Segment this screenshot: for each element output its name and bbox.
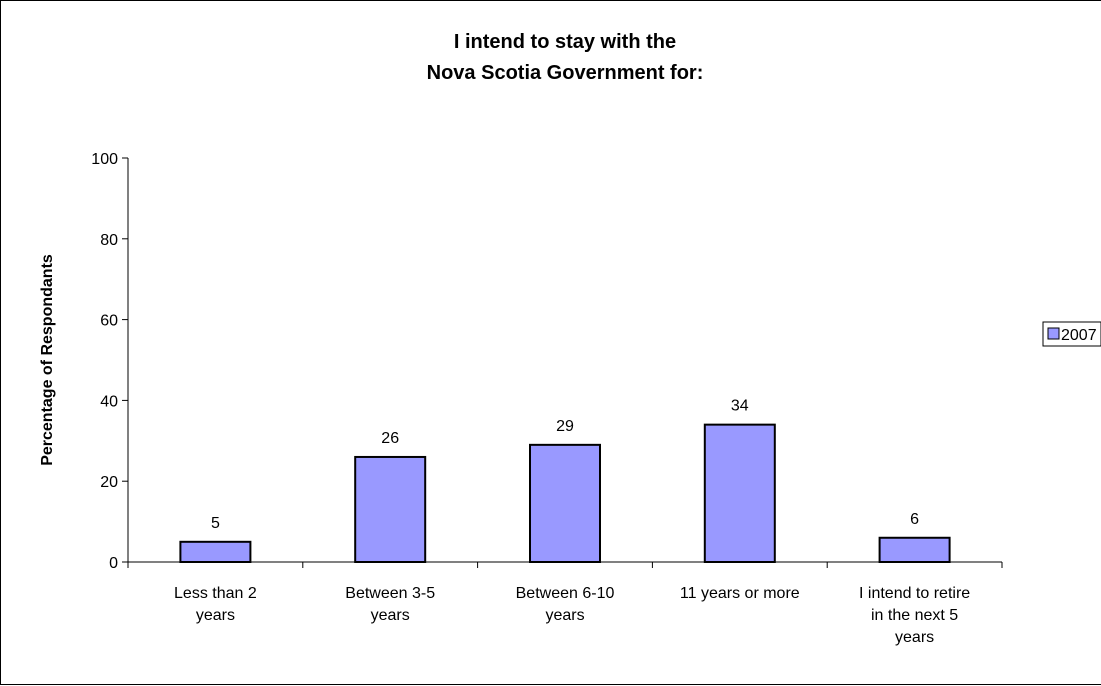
category-label: I intend to retire [859, 585, 970, 602]
category-label: Between 6-10 [516, 585, 615, 602]
legend: 2007 [1042, 321, 1101, 347]
bar [878, 536, 951, 564]
data-label: 26 [381, 430, 399, 447]
category-label: Between 3-5 [345, 585, 435, 602]
chart-title-line: Nova Scotia Government for: [427, 62, 704, 84]
bars [179, 423, 951, 564]
category-label: years [196, 607, 235, 624]
category-label: in the next 5 [871, 607, 958, 624]
y-axis-ticks: 0 20 40 60 80 100 [91, 151, 128, 572]
y-tick-label: 20 [100, 474, 118, 491]
bar [179, 540, 252, 563]
legend-label: 2007 [1061, 327, 1097, 344]
y-tick-label: 100 [91, 151, 118, 168]
data-labels: 5 26 29 34 6 [211, 398, 919, 532]
data-label: 29 [556, 418, 574, 435]
y-axis-title: Percentage of Respondants [39, 254, 56, 466]
data-label: 6 [910, 511, 919, 528]
y-tick-label: 60 [100, 313, 118, 330]
chart-title-line: I intend to stay with the [454, 31, 676, 53]
data-label: 5 [211, 515, 220, 532]
y-tick-label: 80 [100, 232, 118, 249]
data-label: 34 [731, 398, 749, 415]
category-label: years [895, 629, 934, 646]
category-label: Less than 2 [174, 585, 257, 602]
bar [703, 423, 776, 564]
category-labels: Less than 2 years Between 3-5 years Between … [174, 585, 970, 646]
category-label: 11 years or more [680, 585, 800, 602]
y-axis-title-group: Percentage of Respondants [39, 254, 56, 466]
chart-title: I intend to stay with the Nova Scotia Gov… [427, 31, 704, 84]
y-tick-label: 40 [100, 393, 118, 410]
legend-swatch [1047, 327, 1060, 340]
bar [529, 443, 601, 563]
y-tick-label: 0 [109, 555, 118, 572]
bar [354, 455, 427, 563]
category-label: years [371, 607, 410, 624]
category-label: years [545, 607, 584, 624]
